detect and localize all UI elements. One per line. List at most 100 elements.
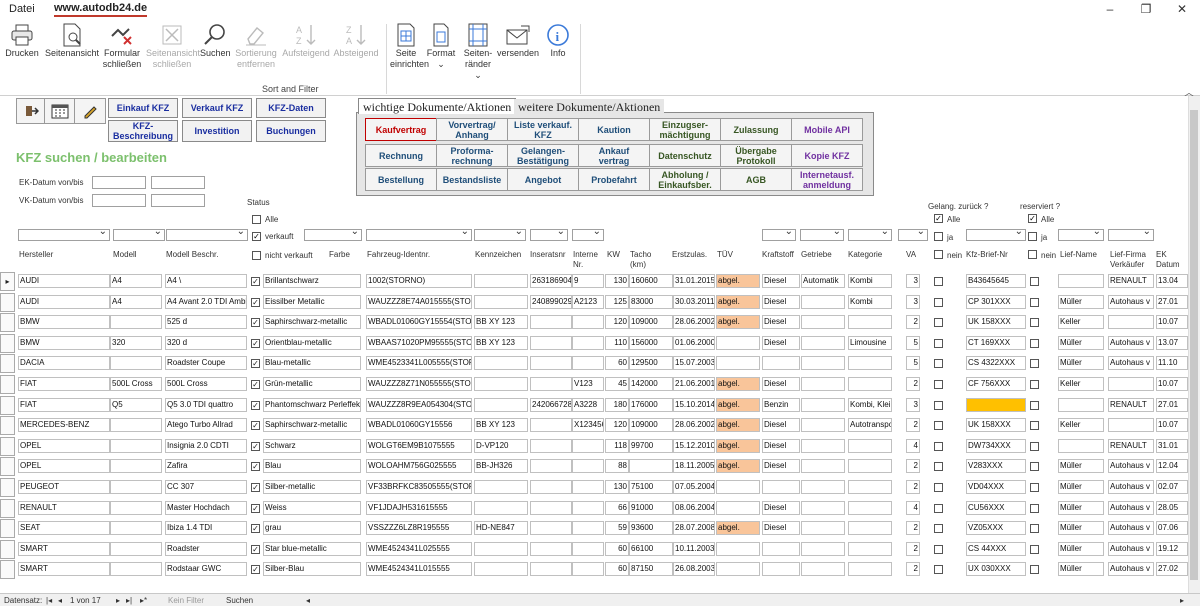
cell-kennz[interactable]: [474, 480, 528, 494]
cell-erstz[interactable]: 28.06.2002: [673, 315, 715, 330]
record-selector[interactable]: [0, 395, 15, 415]
filter-combo[interactable]: [18, 226, 110, 241]
cell-ident[interactable]: 1002(STORNO): [366, 274, 472, 288]
cell-kraft[interactable]: Diesel: [762, 438, 800, 453]
cell-kraft[interactable]: Diesel: [762, 500, 800, 515]
cell-erstz[interactable]: 10.11.2003: [673, 541, 715, 556]
cell-hersteller[interactable]: AUDI: [18, 274, 110, 288]
cell-getr[interactable]: [801, 397, 845, 412]
cell-tacho[interactable]: 156000: [629, 335, 673, 350]
reserviert-checkbox[interactable]: [1030, 441, 1039, 451]
reserviert-checkbox[interactable]: [1030, 565, 1039, 575]
cell-kat[interactable]: [848, 562, 892, 577]
cell-tuev[interactable]: abgel.: [716, 418, 760, 433]
cell-ident[interactable]: WBAAS71020PM95555(STORNO): [366, 335, 472, 350]
cell-kraft[interactable]: [762, 480, 800, 494]
cell-brief[interactable]: DW734XXX: [966, 438, 1026, 453]
cell-hersteller[interactable]: PEUGEOT: [18, 480, 110, 494]
prev-record-icon[interactable]: ◂: [58, 596, 63, 605]
record-selector[interactable]: [0, 333, 15, 353]
verkauft-checkbox[interactable]: ✓: [251, 462, 260, 472]
gelang-checkbox[interactable]: [934, 483, 943, 492]
cell-tacho[interactable]: 99700: [629, 438, 673, 453]
kfz-beschreibung-button[interactable]: KFZ- Beschreibung: [108, 120, 178, 142]
cell-brief[interactable]: B43645645: [966, 274, 1026, 288]
cell-lfirma[interactable]: Autohaus v: [1108, 356, 1154, 371]
doc-button-rechnung[interactable]: Rechnung: [365, 144, 437, 167]
doc-button-bestandsliste[interactable]: Bestandsliste: [436, 168, 508, 191]
reserviert-checkbox[interactable]: [1030, 277, 1039, 286]
cell-getr[interactable]: [801, 335, 845, 350]
cell-getr[interactable]: [801, 500, 845, 515]
page-preview-button[interactable]: Seitenansicht: [44, 22, 100, 59]
cell-ident[interactable]: WAUZZZ8E74A015555(STORNO): [366, 294, 472, 309]
cell-lfirma[interactable]: Autohaus v: [1108, 562, 1154, 577]
gelang-alle-checkbox[interactable]: ✓: [934, 214, 943, 223]
investition-button[interactable]: Investition: [182, 120, 252, 142]
filter-combo[interactable]: [166, 226, 248, 241]
doc-button-kaution[interactable]: Kaution: [578, 118, 650, 141]
cell-modell[interactable]: [110, 459, 162, 474]
cell-kw[interactable]: 130: [605, 480, 629, 494]
cell-beschr[interactable]: Atego Turbo Allrad: [165, 418, 247, 433]
gelang-checkbox[interactable]: [934, 565, 943, 575]
record-selector[interactable]: [0, 436, 15, 456]
reserviert-checkbox[interactable]: [1030, 503, 1039, 513]
cell-brief[interactable]: VZ05XXX: [966, 521, 1026, 536]
reserviert-nein-checkbox[interactable]: [1028, 250, 1037, 259]
doc-button-ankauf-vertrag[interactable]: Ankauf vertrag: [578, 144, 650, 167]
cell-inserat[interactable]: [530, 459, 572, 474]
doc-button-zulassung[interactable]: Zulassung: [720, 118, 792, 141]
tab-weitere-dokumente[interactable]: weitere Dokumente/Aktionen: [514, 99, 665, 115]
gelang-checkbox[interactable]: [934, 400, 943, 410]
table-row[interactable]: PEUGEOT CC 307 Silber-metallic VF33BRFKC835…: [0, 478, 1188, 498]
cell-kraft[interactable]: Diesel: [762, 315, 800, 330]
cell-getr[interactable]: [801, 562, 845, 577]
verkauft-checkbox[interactable]: ✓: [251, 441, 260, 451]
cell-erstz[interactable]: 21.06.2001: [673, 377, 715, 391]
reserviert-checkbox[interactable]: [1030, 544, 1039, 554]
cell-hersteller[interactable]: BMW: [18, 335, 110, 350]
cell-brief[interactable]: UK 158XXX: [966, 418, 1026, 433]
cell-beschr[interactable]: A4 \: [165, 274, 247, 288]
gelang-ja-checkbox[interactable]: [934, 232, 943, 241]
gelang-checkbox[interactable]: [934, 544, 943, 554]
cell-ek[interactable]: 11.10: [1156, 356, 1188, 371]
cell-erstz[interactable]: 28.07.2008: [673, 521, 715, 536]
cell-kw[interactable]: 118: [605, 438, 629, 453]
cell-farbe[interactable]: Saphirschwarz-metallic: [263, 315, 361, 330]
cell-lfirma[interactable]: Autohaus v: [1108, 500, 1154, 515]
doc-button-abholung-einkaufsber[interactable]: Abholung / Einkaufsber.: [649, 168, 721, 191]
verkauft-checkbox[interactable]: ✓: [251, 297, 260, 307]
cell-inserat[interactable]: [530, 521, 572, 536]
verkauft-checkbox[interactable]: ✓: [251, 544, 260, 554]
cell-farbe[interactable]: Weiss: [263, 500, 361, 515]
cell-brief[interactable]: [966, 397, 1026, 412]
cell-kw[interactable]: 45: [605, 377, 629, 391]
cell-tacho[interactable]: 75100: [629, 480, 673, 494]
cell-tuev[interactable]: abgel.: [716, 397, 760, 412]
cell-intern[interactable]: [572, 335, 604, 350]
cell-kat[interactable]: [848, 500, 892, 515]
gelang-checkbox[interactable]: [934, 380, 943, 389]
cell-kennz[interactable]: [474, 500, 528, 515]
verkauft-checkbox[interactable]: ✓: [251, 503, 260, 513]
calendar-icon[interactable]: [44, 98, 76, 124]
verkauft-checkbox[interactable]: ✓: [251, 359, 260, 369]
filter-combo[interactable]: [800, 226, 844, 241]
cell-ek[interactable]: 19.12: [1156, 541, 1188, 556]
record-selector[interactable]: [0, 457, 15, 477]
cell-ident[interactable]: WOLGT6EM9B1075555: [366, 438, 472, 453]
cell-intern[interactable]: [572, 500, 604, 515]
cell-va[interactable]: 2: [906, 562, 920, 577]
cell-tuev[interactable]: [716, 356, 760, 371]
cell-va[interactable]: 2: [906, 418, 920, 433]
cell-kennz[interactable]: BB XY 123: [474, 335, 528, 350]
cell-lfirma[interactable]: [1108, 377, 1154, 391]
cell-getr[interactable]: [801, 294, 845, 309]
cell-ek[interactable]: 28.05: [1156, 500, 1188, 515]
cell-kennz[interactable]: BB XY 123: [474, 418, 528, 433]
record-selector[interactable]: [0, 498, 15, 518]
record-selector[interactable]: [0, 478, 15, 497]
record-selector[interactable]: ▸: [0, 272, 15, 291]
